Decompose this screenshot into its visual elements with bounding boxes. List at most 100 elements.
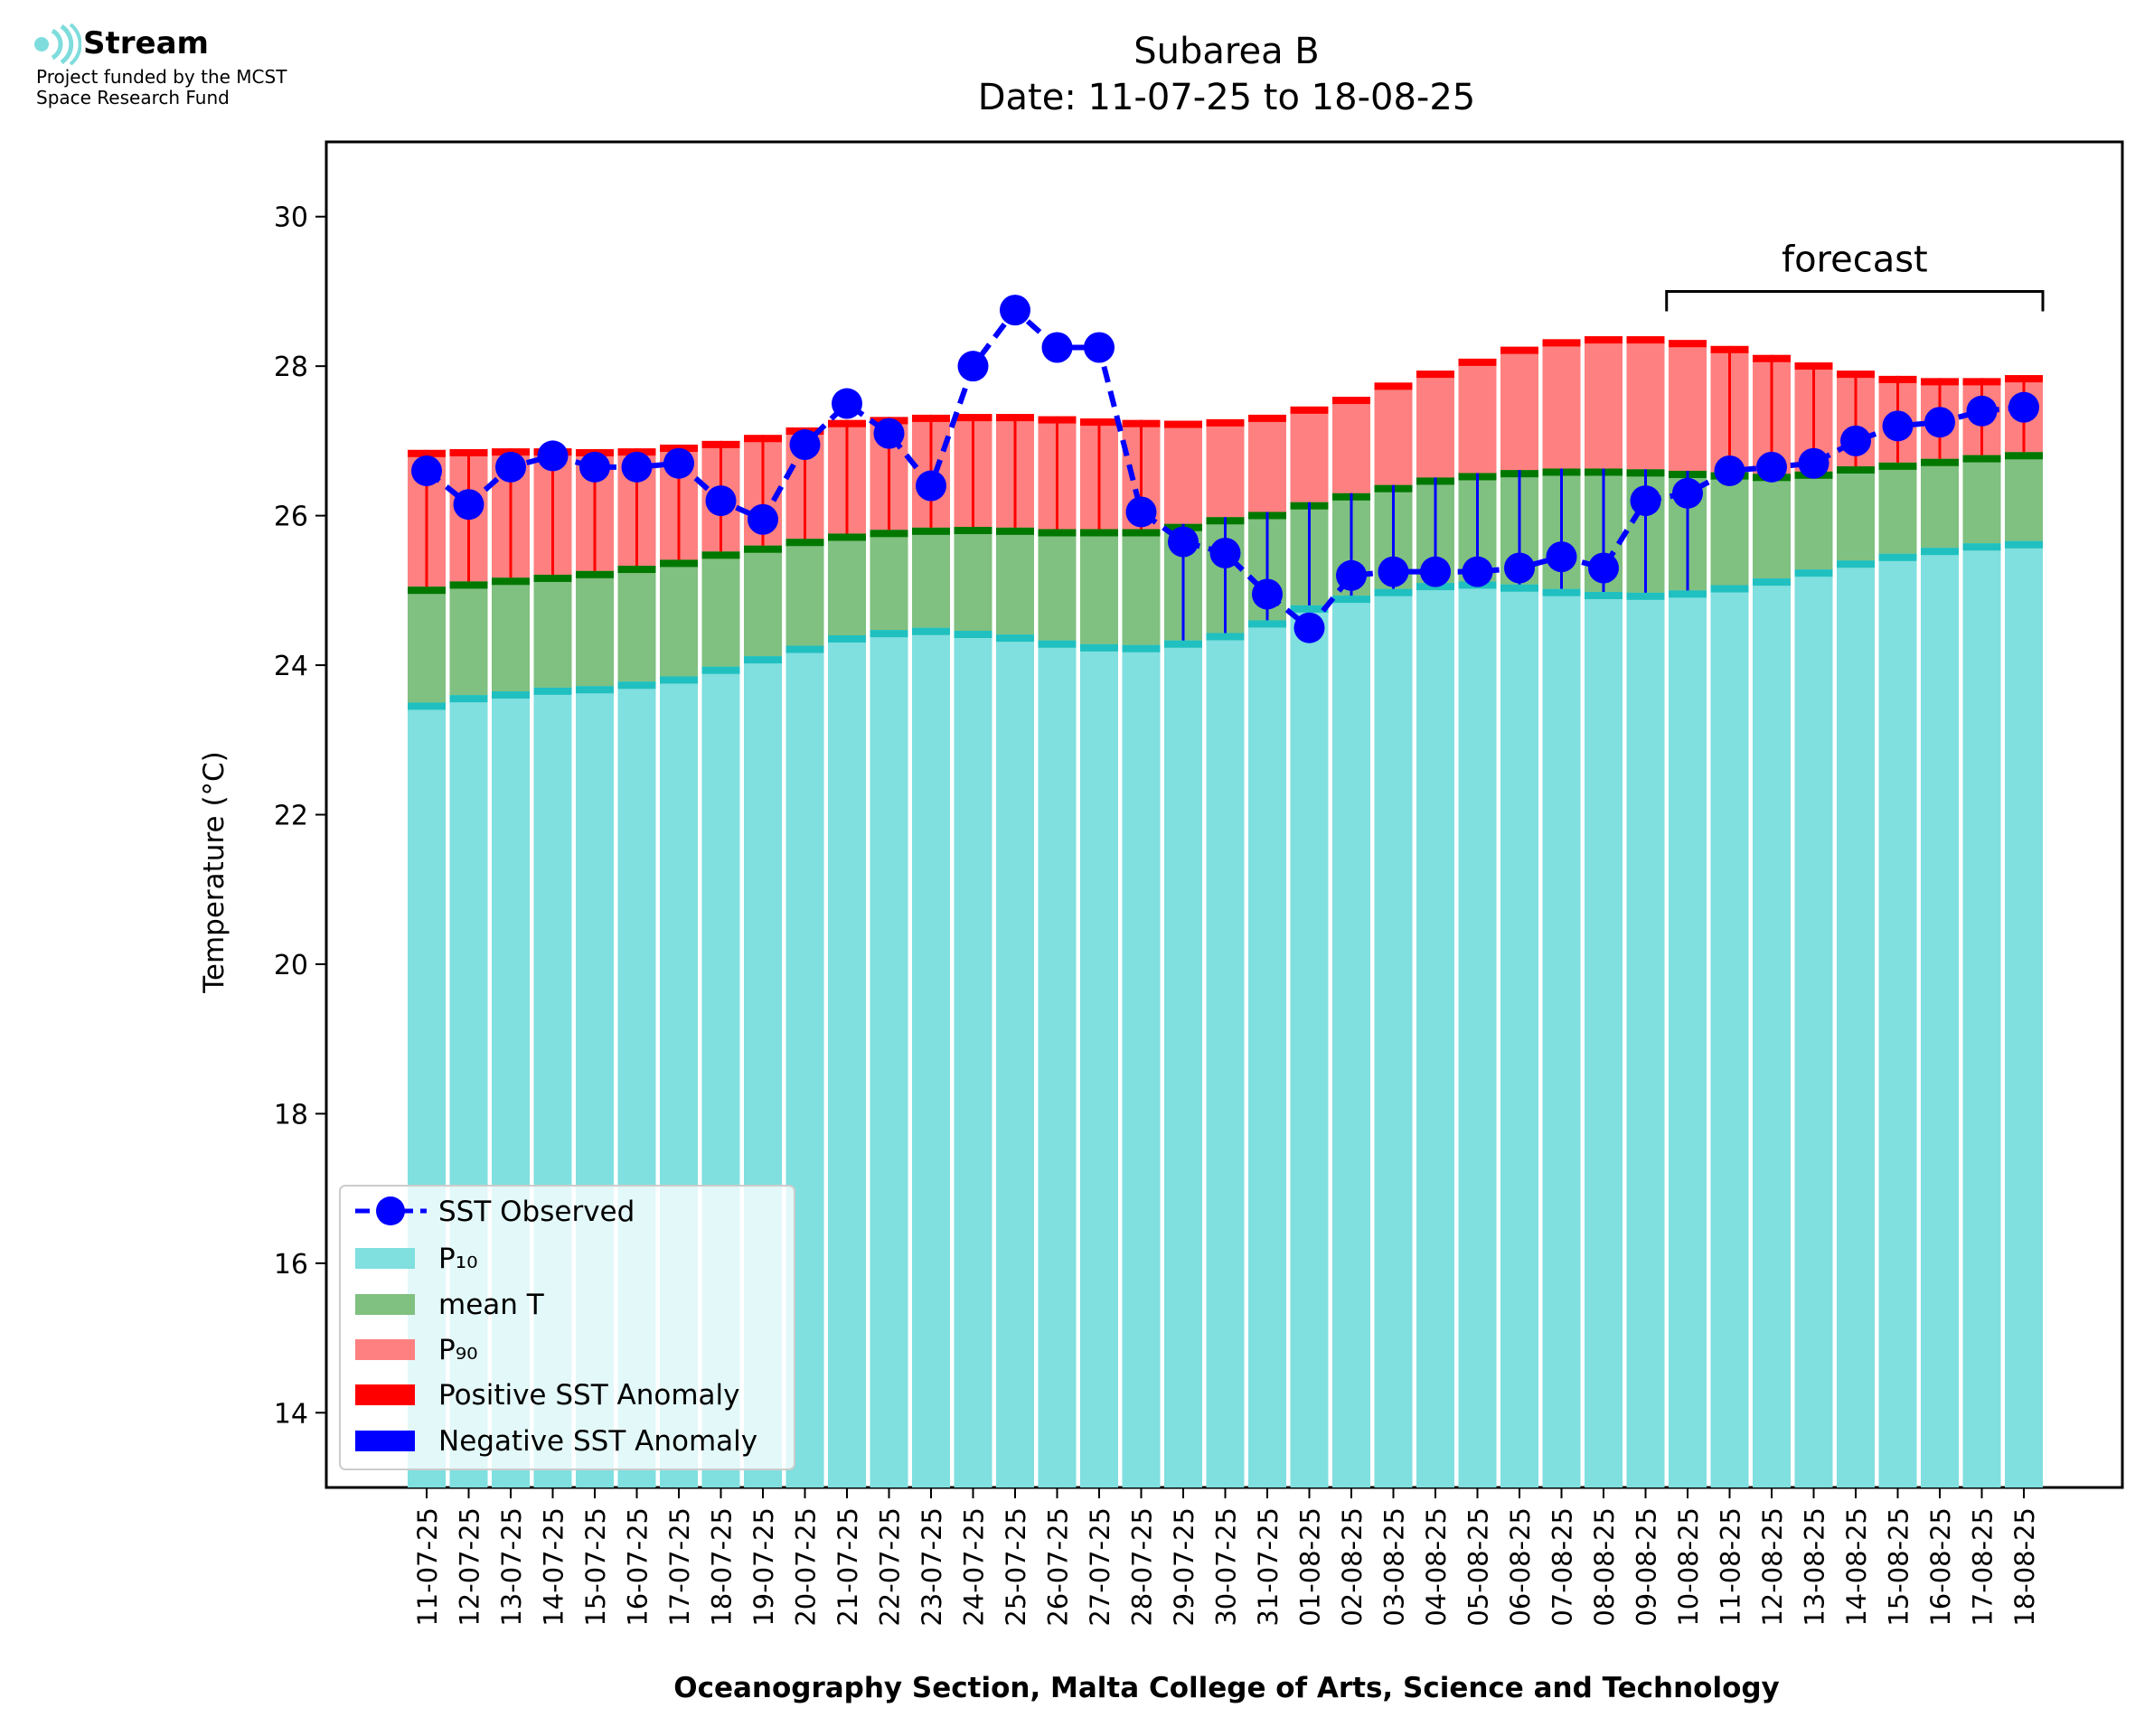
sst-observed-point: [789, 429, 821, 461]
x-tick-label: 26-07-25: [1043, 1507, 1074, 1627]
bar-p10-edge: [1794, 569, 1833, 577]
bar-p10: [1458, 581, 1497, 1487]
bar-p10: [1500, 584, 1538, 1487]
x-tick-label: 18-08-25: [2009, 1507, 2040, 1627]
bar-p90-edge: [1458, 358, 1497, 366]
x-tick-label: 06-08-25: [1505, 1507, 1536, 1627]
legend-swatch-p10: [355, 1248, 415, 1269]
sst-observed-point: [663, 447, 694, 479]
bar-mean-edge: [533, 574, 572, 582]
bar-p10: [1038, 640, 1077, 1487]
y-tick-label: 24: [274, 651, 308, 682]
bar-p10: [1837, 560, 1875, 1488]
bar-p90-edge: [1626, 336, 1665, 344]
legend-label-p10: P₁₀: [438, 1243, 478, 1275]
x-tick-label: 25-07-25: [1001, 1507, 1031, 1627]
bar-p10-edge: [492, 691, 530, 699]
x-tick-label: 30-07-25: [1211, 1507, 1242, 1627]
legend-label-p90: P₉₀: [438, 1334, 478, 1366]
sst-observed-point: [1041, 332, 1073, 363]
x-tick-label: 14-07-25: [539, 1507, 569, 1627]
bar-p10-edge: [1878, 553, 1917, 561]
bar-p10-edge: [408, 702, 446, 710]
bar-mean-edge: [1080, 529, 1118, 537]
bar-mean-edge: [870, 530, 908, 538]
bar-p90-edge: [1332, 397, 1370, 405]
sst-observed-point: [748, 503, 778, 535]
bar-mean-edge: [449, 581, 488, 589]
sst-observed-point: [1420, 556, 1451, 587]
sst-observed-point: [1336, 559, 1367, 591]
x-tick-label: 19-07-25: [748, 1507, 779, 1627]
x-tick-label: 29-07-25: [1169, 1507, 1199, 1627]
bar-p10-edge: [1500, 584, 1538, 592]
bar-p10-edge: [744, 656, 782, 664]
chart-title: Subarea B: [1133, 31, 1320, 72]
y-tick-label: 28: [274, 352, 308, 383]
sst-observed-point: [1378, 556, 1409, 587]
sst-observed-point: [1168, 526, 1199, 558]
sst-observed-point: [916, 470, 946, 502]
bar-p10-edge: [785, 645, 824, 653]
sst-observed-point: [1504, 552, 1535, 584]
bar-p10: [1080, 643, 1118, 1487]
bar-mean-edge: [1962, 455, 2001, 463]
x-tick-label: 12-07-25: [455, 1507, 485, 1627]
x-tick-label: 20-07-25: [791, 1507, 822, 1627]
sst-observed-point: [579, 451, 610, 483]
legend-swatch-positive-anomaly: [355, 1384, 415, 1405]
y-tick-label: 26: [274, 502, 308, 533]
x-tick-label: 17-08-25: [1968, 1507, 1999, 1627]
x-tick-label: 03-08-25: [1379, 1507, 1410, 1627]
sst-observed-point: [832, 388, 862, 419]
sst-observed-point: [621, 451, 653, 483]
logo-funding-line-2: Space Research Fund: [36, 87, 230, 108]
bar-mean-edge: [912, 527, 950, 535]
x-tick-label: 11-08-25: [1716, 1507, 1746, 1627]
x-tick-label: 02-08-25: [1337, 1507, 1368, 1627]
bar-p10: [1878, 553, 1917, 1487]
y-tick-label: 16: [274, 1249, 308, 1281]
sst-observed-point: [1966, 395, 1998, 427]
bar-p10-edge: [1585, 591, 1623, 599]
x-tick-label: 04-08-25: [1421, 1507, 1452, 1627]
bar-mean-edge: [954, 527, 992, 535]
sst-observed-point: [1714, 455, 1745, 486]
bar-mean-edge: [1921, 458, 1959, 466]
bar-mean-edge: [660, 559, 698, 568]
forecast-label: forecast: [1782, 239, 1928, 280]
legend: SST Observed P₁₀ mean T P₉₀ Positive SST…: [339, 1185, 795, 1470]
x-tick-label: 14-08-25: [1841, 1507, 1872, 1627]
bar-p10-edge: [996, 634, 1034, 643]
bar-p10: [912, 627, 950, 1487]
bar-p10-edge: [1038, 640, 1077, 648]
bar-p10: [954, 631, 992, 1487]
sst-observed-point: [495, 451, 526, 483]
sst-observed-point: [1924, 407, 1955, 438]
bar-p10: [828, 634, 866, 1487]
bar-mean-edge: [785, 539, 824, 547]
x-tick-label: 16-08-25: [1925, 1507, 1956, 1627]
bar-p10: [1710, 585, 1749, 1487]
sst-observed-point: [1209, 537, 1241, 568]
bar-p90-edge: [1164, 420, 1202, 428]
bar-p10: [1962, 543, 2001, 1488]
bar-mean-edge: [828, 533, 866, 541]
bar-p10-edge: [576, 686, 614, 694]
bar-p90-edge: [1206, 418, 1245, 427]
sst-observed-point: [1084, 332, 1115, 363]
sst-observed-point: [1125, 496, 1157, 528]
bar-mean-edge: [1038, 529, 1077, 537]
bar-mean-edge: [617, 566, 656, 574]
bar-p10-edge: [1374, 588, 1413, 596]
y-tick-label: 22: [274, 801, 308, 832]
sst-observed-point: [1672, 477, 1703, 509]
bar-p10: [1206, 633, 1245, 1487]
bar-p10-edge: [1332, 596, 1370, 604]
legend-observed-marker: [376, 1196, 405, 1225]
bar-p10: [1921, 548, 1959, 1487]
bar-p90-edge: [1542, 339, 1581, 347]
bar-p10-edge: [1542, 588, 1581, 596]
bar-p10-edge: [1080, 643, 1118, 652]
sst-observed-point: [1588, 552, 1619, 584]
